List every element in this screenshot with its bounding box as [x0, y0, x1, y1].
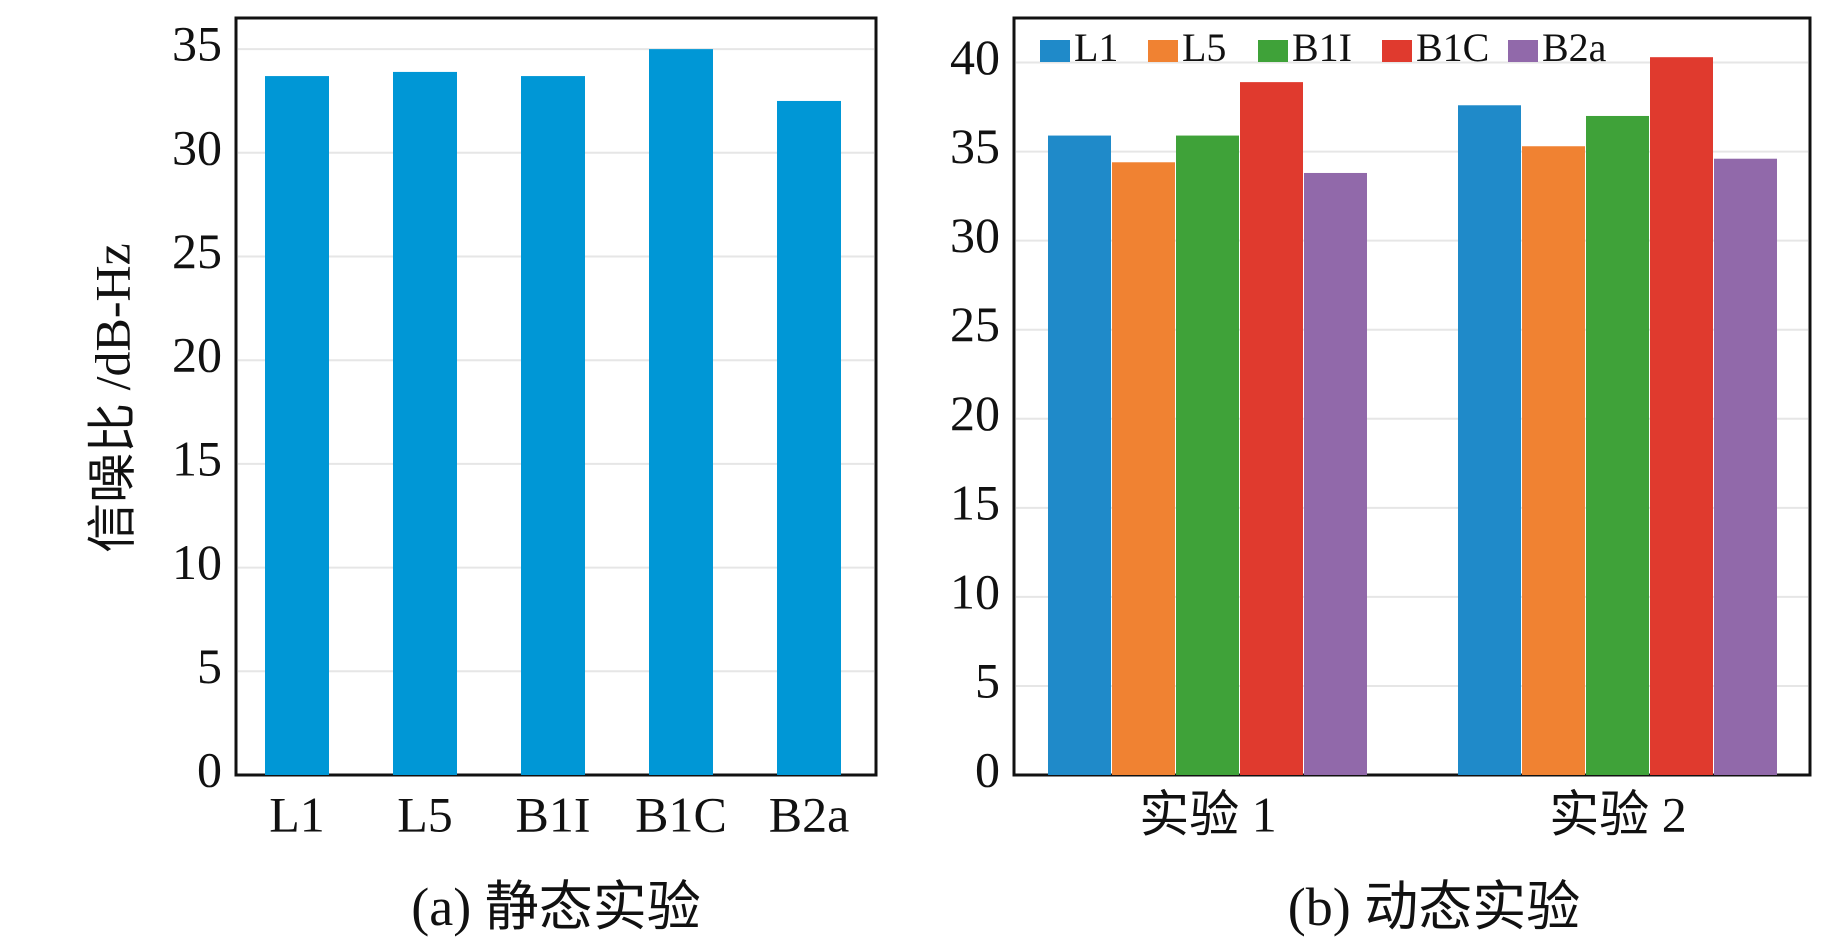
y-tick-label: 35 [950, 118, 1000, 174]
x-tick-labels-dynamic: 实验 1 实验 2 [1139, 786, 1687, 842]
bar-b2a-group2 [1714, 158, 1777, 775]
legend-dynamic: L1 L5 B1I B1C B2a [1040, 25, 1607, 70]
y-tick-labels-dynamic: 0 5 10 15 20 25 30 35 40 [950, 29, 1000, 797]
legend-swatch-b1c [1382, 40, 1412, 62]
legend-label-l1: L1 [1074, 25, 1118, 70]
legend-swatch-l1 [1040, 40, 1070, 62]
y-tick-labels-static: 0 5 10 15 20 25 30 35 [172, 16, 222, 798]
y-tick-label: 35 [172, 16, 222, 72]
y-tick-label: 25 [950, 296, 1000, 352]
legend-label-b1i: B1I [1292, 25, 1352, 70]
y-tick-label: 0 [197, 741, 222, 797]
y-axis-label: 信噪比 /dB-Hz [84, 243, 140, 553]
bar-b2a [777, 100, 841, 775]
y-tick-label: 30 [172, 119, 222, 175]
y-tick-label: 40 [950, 29, 1000, 85]
bar-l5-group2 [1522, 146, 1585, 776]
y-tick-label: 0 [975, 741, 1000, 797]
bars-dynamic [1048, 57, 1777, 776]
bar-l1 [265, 76, 329, 776]
bar-b1i [521, 76, 585, 776]
y-tick-label: 5 [197, 638, 222, 694]
bar-b1c [649, 49, 713, 775]
legend-swatch-b2a [1508, 40, 1538, 62]
caption-dynamic: (b) 动态实验 [1288, 877, 1580, 937]
bar-b1i-group2 [1586, 115, 1649, 775]
x-tick-label: 实验 2 [1549, 786, 1687, 842]
x-tick-label: 实验 1 [1139, 786, 1277, 842]
x-tick-label: B1I [516, 786, 591, 842]
y-tick-label: 25 [172, 223, 222, 279]
bar-b1c-group2 [1650, 57, 1713, 775]
y-tick-label: 30 [950, 207, 1000, 263]
legend-label-b2a: B2a [1542, 25, 1607, 70]
y-tick-label: 20 [950, 385, 1000, 441]
bar-l1-group2 [1458, 105, 1521, 775]
x-tick-label: B2a [769, 786, 850, 842]
bar-b1i-group1 [1176, 135, 1239, 776]
legend-swatch-l5 [1148, 40, 1178, 62]
legend-label-l5: L5 [1182, 25, 1226, 70]
caption-static: (a) 静态实验 [411, 877, 700, 937]
bar-b2a-group1 [1304, 172, 1367, 776]
y-tick-label: 15 [172, 430, 222, 486]
bar-l1-group1 [1048, 135, 1111, 776]
x-tick-label: B1C [635, 786, 727, 842]
bar-l5-group1 [1112, 162, 1175, 776]
y-tick-label: 10 [950, 563, 1000, 619]
bar-b1c-group1 [1240, 82, 1303, 775]
x-tick-labels-static: L1 L5 B1I B1C B2a [269, 786, 849, 842]
legend-swatch-b1i [1258, 40, 1288, 62]
legend-label-b1c: B1C [1416, 25, 1489, 70]
y-tick-label: 20 [172, 327, 222, 383]
y-tick-label: 5 [975, 652, 1000, 708]
bars-static [265, 49, 841, 776]
y-tick-label: 15 [950, 474, 1000, 530]
bar-l5 [393, 71, 457, 776]
y-tick-label: 10 [172, 534, 222, 590]
x-tick-label: L5 [397, 786, 453, 842]
x-tick-label: L1 [269, 786, 325, 842]
